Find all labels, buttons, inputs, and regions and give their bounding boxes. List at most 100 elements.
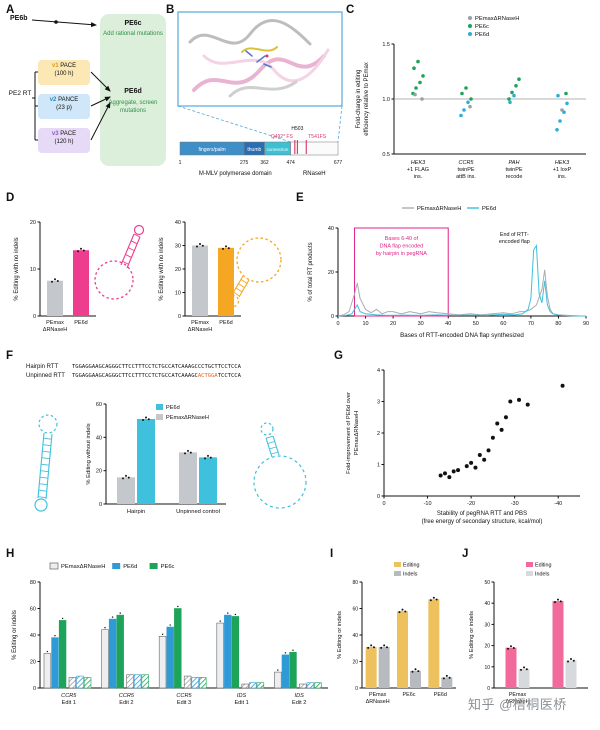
svg-text:PEmax: PEmax [509, 692, 527, 698]
svg-text:PE6c: PE6c [161, 564, 175, 570]
svg-text:1: 1 [377, 463, 380, 469]
v1-duration: (100 h) [54, 70, 74, 77]
svg-text:% Editing without indels: % Editing without indels [86, 423, 92, 484]
pe6c-label: PE6c [124, 20, 142, 27]
svg-text:PE6d: PE6d [219, 320, 232, 326]
panel-letter-f: F [6, 350, 14, 362]
svg-text:20: 20 [328, 270, 334, 276]
svg-text:Bases of RTT-encoded DNA flap: Bases of RTT-encoded DNA flap synthesize… [400, 332, 524, 339]
panel-letter-a: A [6, 4, 15, 16]
panel-letter-g: G [334, 350, 343, 362]
svg-text:End of RTT-: End of RTT- [500, 232, 529, 238]
panel-e-rt-products-line-chart: % of total RT products 0 20 40 0 10 20 30 40 50 60… [308, 206, 589, 339]
svg-text:CCR5: CCR5 [61, 693, 77, 699]
panel-letter-j: J [462, 548, 469, 560]
svg-text:Editing: Editing [535, 563, 551, 569]
svg-text:474: 474 [286, 160, 295, 166]
svg-text:connection: connection [267, 147, 289, 152]
svg-text:PE6d: PE6d [434, 692, 447, 698]
pe6b-label: PE6b [10, 15, 28, 22]
svg-text:DNA flap encoded: DNA flap encoded [380, 244, 423, 250]
v3-tag: v3 [51, 131, 59, 137]
svg-text:40: 40 [30, 633, 36, 639]
panel-g-stability-scatter: Fold-improvement of PE6d over PEmaxΔRNase… [346, 368, 580, 525]
svg-text:80: 80 [352, 580, 358, 586]
v2-tag: v2 [49, 97, 57, 103]
svg-text:275: 275 [240, 160, 249, 166]
svg-text:PE6c: PE6c [475, 24, 489, 30]
svg-text:IDS: IDS [295, 693, 305, 699]
svg-text:60: 60 [96, 402, 102, 408]
hairpin-rtt-label: Hairpin RTT [26, 364, 59, 370]
svg-text:PEmaxΔRNaseH: PEmaxΔRNaseH [354, 411, 360, 455]
panel-letter-b: B [166, 4, 175, 16]
svg-text:90: 90 [583, 321, 589, 327]
svg-text:twinPE: twinPE [505, 167, 522, 173]
svg-text:80: 80 [555, 321, 561, 327]
svg-text:Stability of pegRNA RTT and PB: Stability of pegRNA RTT and PBS [437, 511, 527, 517]
svg-text:10: 10 [484, 665, 490, 671]
pe6d-label: PE6d [124, 88, 142, 95]
svg-text:PEmaxΔRNaseH: PEmaxΔRNaseH [61, 564, 105, 570]
svg-text:0: 0 [331, 314, 334, 320]
svg-text:+1 FLAG: +1 FLAG [407, 167, 429, 173]
svg-text:30: 30 [418, 321, 424, 327]
svg-text:4: 4 [377, 368, 380, 374]
svg-text:Bases 6-40 of: Bases 6-40 of [385, 236, 419, 242]
svg-text:60: 60 [352, 607, 358, 613]
svg-text:% Editing or indels: % Editing or indels [469, 611, 475, 659]
svg-text:0: 0 [33, 686, 36, 692]
svg-text:677: 677 [334, 160, 343, 166]
panel-letter-e: E [296, 192, 304, 204]
svg-text:% Editing with no indels: % Editing with no indels [159, 237, 165, 300]
svg-text:efficiency relative to PEmax: efficiency relative to PEmax [364, 62, 370, 136]
svg-text:-10: -10 [424, 501, 432, 507]
svg-text:H503: H503 [291, 126, 303, 132]
watermark: 知乎 @梧桐医桥 [468, 697, 567, 712]
svg-text:% Editing or indels: % Editing or indels [12, 610, 18, 660]
svg-text:Edit 2: Edit 2 [119, 700, 133, 706]
panel-i-editing-indels-bars: % Editing or indels 0 20 40 60 80 PEmaxΔRNaseH… [337, 562, 456, 705]
svg-text:PE6c: PE6c [403, 692, 416, 698]
svg-text:-20: -20 [467, 501, 475, 507]
svg-text:0: 0 [355, 686, 358, 692]
svg-text:Indels: Indels [403, 572, 418, 578]
panel-letter-i: I [330, 548, 334, 560]
svg-text:ΔRNaseH: ΔRNaseH [366, 699, 390, 705]
panel-d-left-bar-chart: % Editing with no indels 0 10 20 PEmaxΔRNase… [14, 220, 145, 333]
svg-text:PEmax: PEmax [191, 320, 209, 326]
panel-h-editing-indels-bars: % Editing or indels 0 20 40 60 80 PEmaxΔRNaseH… [12, 562, 328, 706]
svg-text:40: 40 [175, 220, 181, 226]
svg-text:10: 10 [30, 267, 36, 273]
panel-c-fold-change-dotplot: Fold-change in editing efficiency relativ… [356, 16, 586, 180]
v1-name: PACE [60, 63, 77, 69]
panel-a-evolution-diagram: PE6b PE6c Add rational mutations PE6d Ag… [8, 12, 168, 192]
svg-text:30: 30 [484, 622, 490, 628]
svg-text:0.5: 0.5 [382, 152, 390, 158]
svg-text:2: 2 [377, 431, 380, 437]
svg-text:1.5: 1.5 [382, 42, 390, 48]
panel-a-arrows [31, 19, 111, 141]
pe2-rt-label: PE2 RT [8, 90, 32, 97]
svg-text:Indels: Indels [535, 572, 550, 578]
svg-text:Fold-change in editing: Fold-change in editing [356, 69, 362, 128]
svg-text:-40: -40 [554, 501, 562, 507]
svg-text:+1 loxP: +1 loxP [553, 167, 572, 173]
svg-text:40: 40 [352, 633, 358, 639]
svg-text:10: 10 [362, 321, 368, 327]
svg-text:(free energy of secondary stru: (free energy of secondary structure, kca… [422, 519, 543, 525]
svg-text:IDS: IDS [237, 693, 247, 699]
svg-text:T541FS: T541FS [308, 134, 326, 140]
svg-text:20: 20 [484, 644, 490, 650]
svg-text:Edit 1: Edit 1 [234, 700, 248, 706]
svg-text:-30: -30 [511, 501, 519, 507]
svg-text:% Editing or indels: % Editing or indels [337, 611, 343, 659]
svg-text:40: 40 [96, 435, 102, 441]
svg-text:40: 40 [484, 601, 490, 607]
svg-text:0: 0 [99, 502, 102, 508]
svg-text:10: 10 [175, 291, 181, 297]
unpinned-rtt-sequence: TGGAGGAAGCAGGGCTTCCTTTCCTCTGCCATCAAAGCAC… [72, 373, 241, 379]
svg-text:Unpinned control: Unpinned control [176, 509, 220, 515]
svg-text:PEmax: PEmax [369, 692, 387, 698]
